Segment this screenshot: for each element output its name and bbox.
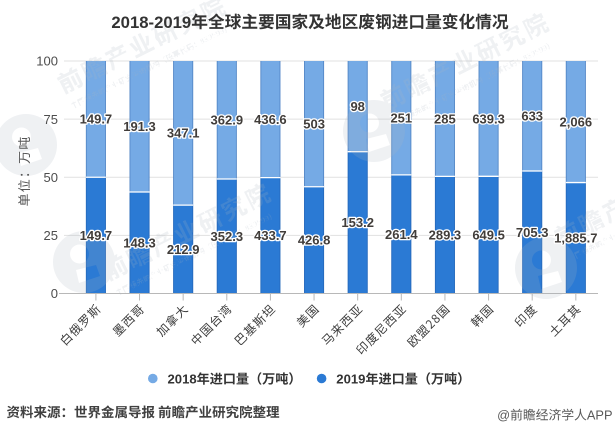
svg-text:352.3: 352.3: [211, 229, 244, 244]
svg-text:0: 0: [51, 286, 58, 301]
svg-text:25: 25: [44, 228, 58, 243]
svg-text:149.7: 149.7: [80, 112, 113, 127]
svg-text:2018-2019: 2018-2019: [111, 13, 191, 32]
svg-text:639.3: 639.3: [472, 111, 505, 126]
svg-text:433.7: 433.7: [254, 228, 287, 243]
svg-text:212.9: 212.9: [167, 242, 200, 257]
svg-text:251: 251: [390, 111, 412, 126]
svg-text:436.6: 436.6: [254, 112, 287, 127]
svg-text:285: 285: [434, 111, 456, 126]
svg-text:261.4: 261.4: [385, 227, 418, 242]
svg-text:347.1: 347.1: [167, 126, 200, 141]
svg-text:153.2: 153.2: [341, 215, 374, 230]
svg-text:633: 633: [521, 109, 543, 124]
svg-text:75: 75: [44, 112, 58, 127]
svg-text:2019: 2019: [336, 372, 365, 387]
svg-text:362.9: 362.9: [211, 113, 244, 128]
svg-text:1,885.7: 1,885.7: [554, 231, 597, 246]
svg-text:148.3: 148.3: [123, 235, 156, 250]
svg-text:705.3: 705.3: [516, 225, 549, 240]
svg-text:50: 50: [44, 170, 58, 185]
svg-text:APP: APP: [587, 408, 613, 423]
svg-text:2018: 2018: [168, 372, 197, 387]
svg-text:649.5: 649.5: [472, 228, 505, 243]
svg-text:503: 503: [303, 117, 325, 132]
svg-text:191.3: 191.3: [123, 119, 156, 134]
svg-text:98: 98: [350, 99, 364, 114]
svg-text:100: 100: [36, 54, 58, 69]
svg-text:289.3: 289.3: [429, 228, 462, 243]
svg-text:2,066: 2,066: [560, 114, 593, 129]
svg-text:149.7: 149.7: [80, 228, 113, 243]
svg-text:426.8: 426.8: [298, 233, 331, 248]
svg-text:@: @: [497, 408, 510, 423]
